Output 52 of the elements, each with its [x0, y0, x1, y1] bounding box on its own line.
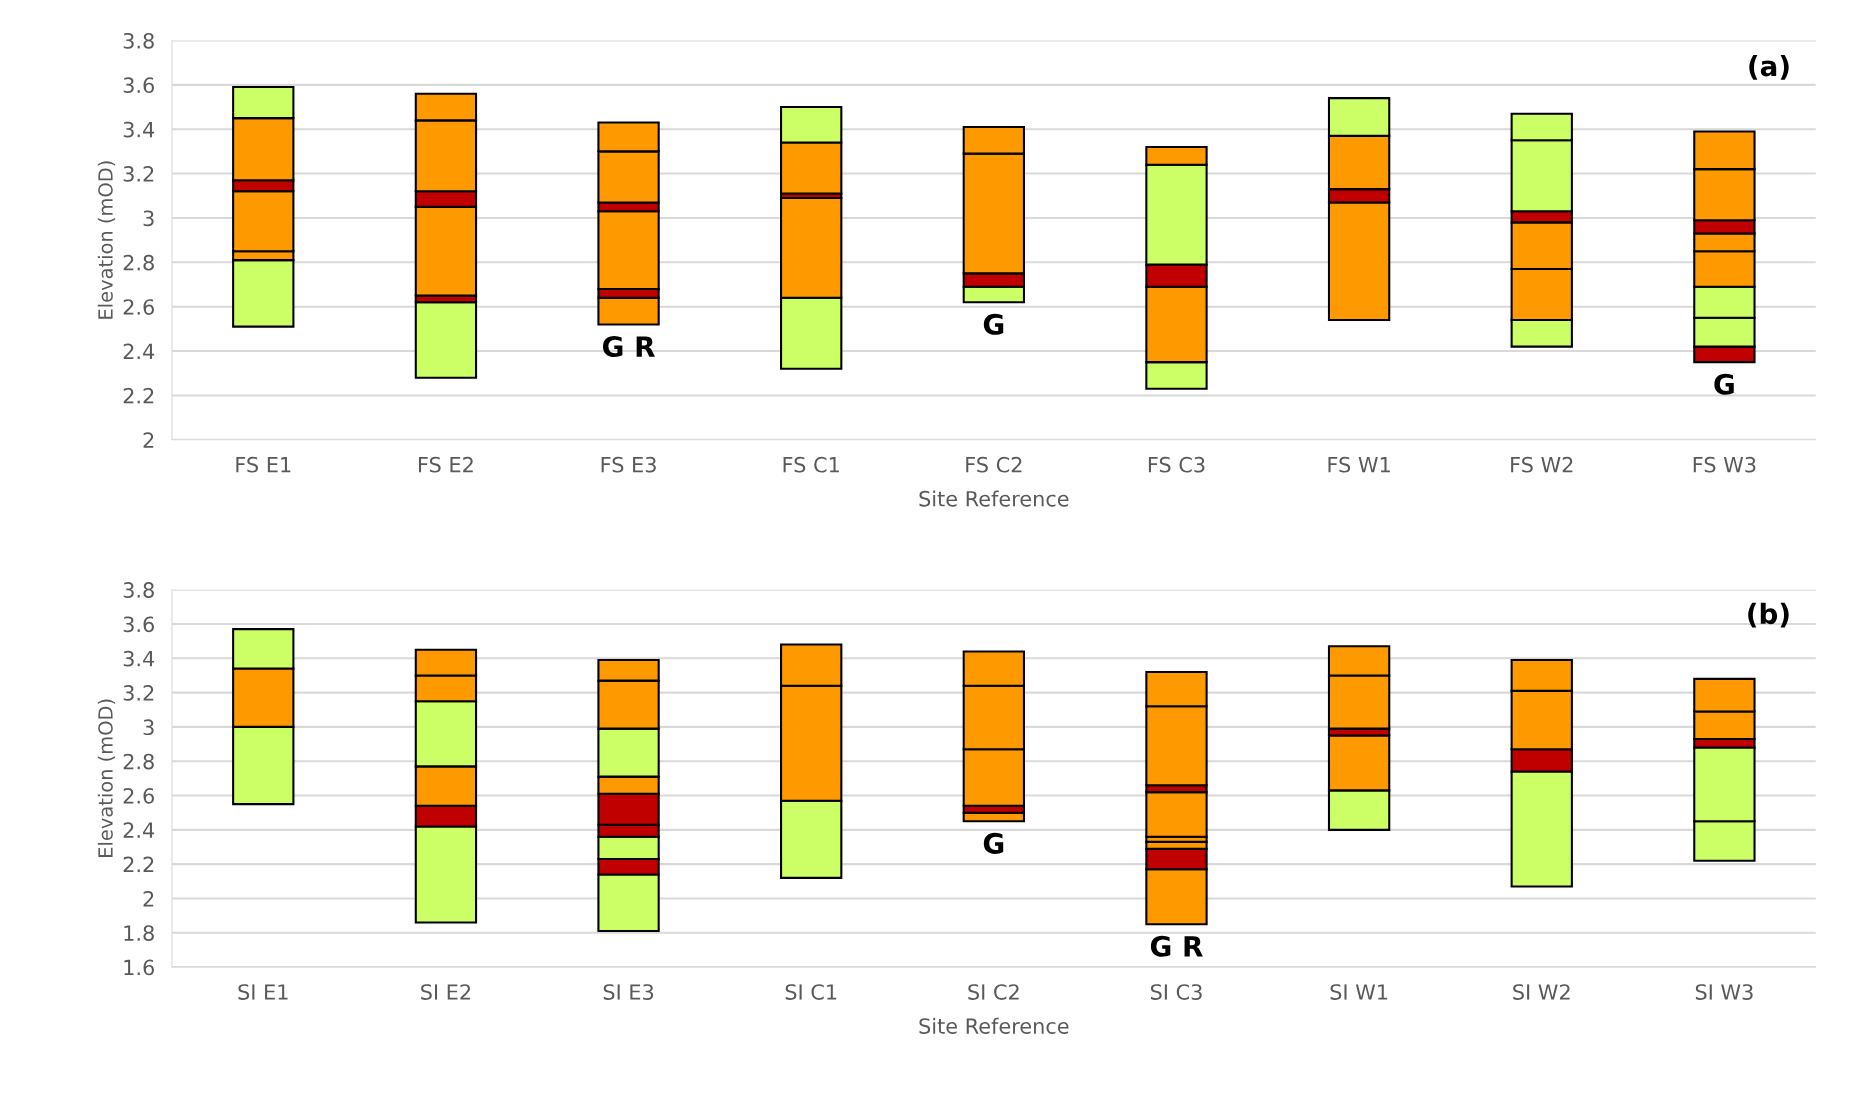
- y-tick-label: 2: [143, 432, 154, 448]
- y-tick-label: 1.8: [124, 925, 154, 941]
- x-tick-label: SI E1: [238, 984, 288, 1000]
- y-tick-label: 1.6: [124, 959, 154, 976]
- y-tick-label: 3.8: [123, 32, 154, 49]
- y-tick-label: 2.4: [123, 822, 155, 838]
- y-tick-label: 3.8: [123, 582, 154, 598]
- y-tick-label: 2.4: [123, 343, 155, 359]
- x-tick-label: FS W2: [1511, 456, 1573, 473]
- annotation: (a): [1749, 55, 1789, 80]
- x-tick-label: SI W2: [1513, 984, 1570, 1000]
- y-tick-label: 2.8: [123, 753, 154, 770]
- annotation: G: [983, 832, 1004, 854]
- bar: [414, 301, 478, 379]
- x-tick-label: SI C1: [785, 984, 837, 1000]
- y-tick-label: 3.2: [123, 685, 154, 701]
- y-axis-title: Elevation (mOD): [97, 161, 116, 319]
- y-tick-label: 3.6: [123, 616, 154, 633]
- x-tick-label: SI W3: [1695, 984, 1753, 1000]
- annotation: G R: [1150, 935, 1203, 957]
- y-tick-label: 3.4: [123, 121, 155, 138]
- y-tick-label: 3: [143, 719, 154, 736]
- annotation: (b): [1748, 602, 1789, 628]
- x-tick-label: FS W3: [1693, 456, 1756, 473]
- x-tick-label: FS C1: [783, 456, 839, 473]
- x-tick-label: SI C2: [968, 984, 1019, 1000]
- x-tick-label: FS E2: [419, 456, 473, 473]
- y-tick-label: 3: [143, 210, 154, 227]
- y-tick-label: 3.6: [123, 77, 154, 94]
- annotation: G: [1714, 373, 1734, 395]
- y-tick-label: 2.2: [123, 856, 154, 873]
- y-tick-label: 2.6: [123, 787, 154, 804]
- x-tick-label: SI E2: [421, 984, 471, 1000]
- x-tick-label: SI C3: [1150, 984, 1202, 1000]
- x-tick-label: FS E3: [601, 456, 656, 473]
- y-tick-label: 2.6: [123, 299, 154, 315]
- annotation: G: [983, 313, 1004, 335]
- y-axis-title: Elevation (mOD): [97, 699, 116, 857]
- x-tick-label: FS W1: [1328, 456, 1390, 473]
- x-axis-title: Site Reference: [919, 490, 1069, 507]
- x-tick-label: SI E3: [603, 984, 654, 1000]
- x-tick-label: SI W1: [1330, 984, 1388, 1000]
- y-tick-label: 2: [143, 890, 154, 907]
- x-tick-label: FS C2: [966, 456, 1022, 473]
- x-tick-label: FS E1: [236, 456, 291, 473]
- y-tick-label: 2.8: [123, 254, 154, 271]
- y-tick-label: 3.4: [123, 650, 155, 667]
- x-tick-label: FS C3: [1148, 456, 1205, 473]
- y-tick-label: 3.2: [123, 166, 154, 182]
- annotation: G R: [603, 336, 655, 358]
- x-axis-title: Site Reference: [919, 1017, 1069, 1034]
- y-tick-label: 2.2: [123, 387, 154, 404]
